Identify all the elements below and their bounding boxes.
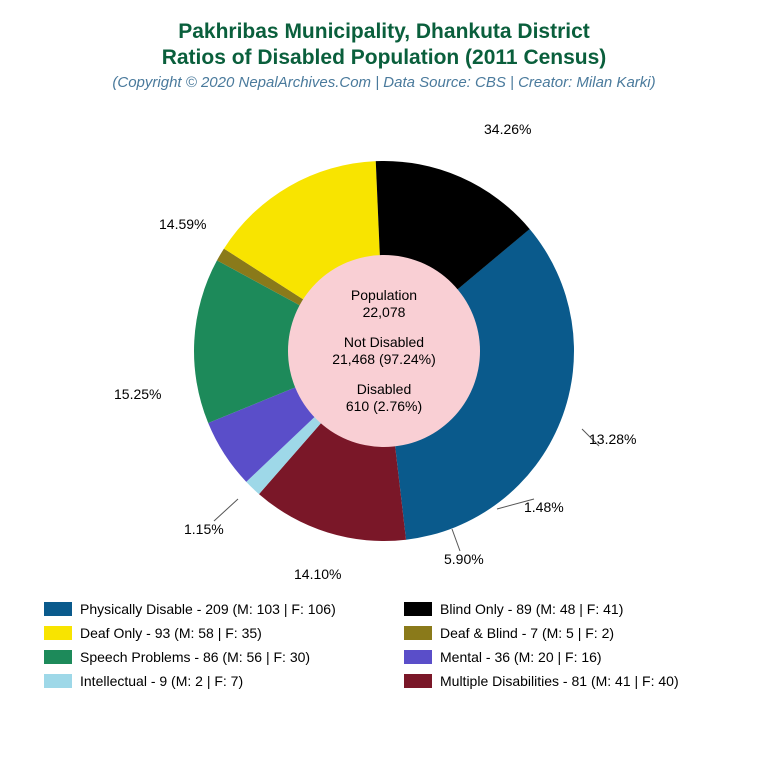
legend-label: Deaf & Blind - 7 (M: 5 | F: 2) — [440, 625, 614, 641]
legend-label: Mental - 36 (M: 20 | F: 16) — [440, 649, 602, 665]
pct-label: 14.10% — [294, 566, 341, 582]
population-label: Population — [351, 287, 417, 305]
legend-swatch — [44, 674, 72, 688]
disabled-value: 610 (2.76%) — [346, 398, 422, 416]
legend-item: Physically Disable - 209 (M: 103 | F: 10… — [44, 601, 364, 617]
legend-item: Deaf Only - 93 (M: 58 | F: 35) — [44, 625, 364, 641]
pct-label: 13.28% — [589, 431, 636, 447]
legend-swatch — [404, 626, 432, 640]
legend-item: Speech Problems - 86 (M: 56 | F: 30) — [44, 649, 364, 665]
legend-label: Multiple Disabilities - 81 (M: 41 | F: 4… — [440, 673, 679, 689]
legend-swatch — [44, 602, 72, 616]
legend-label: Speech Problems - 86 (M: 56 | F: 30) — [80, 649, 310, 665]
not-disabled-label: Not Disabled — [332, 334, 436, 352]
legend: Physically Disable - 209 (M: 103 | F: 10… — [44, 601, 724, 689]
pct-label: 14.59% — [159, 216, 206, 232]
legend-swatch — [44, 626, 72, 640]
legend-label: Blind Only - 89 (M: 48 | F: 41) — [440, 601, 623, 617]
population-value: 22,078 — [351, 304, 417, 322]
subtitle: (Copyright © 2020 NepalArchives.Com | Da… — [112, 74, 655, 91]
title-line1: Pakhribas Municipality, Dhankuta Distric… — [178, 20, 590, 44]
legend-swatch — [44, 650, 72, 664]
center-summary: Population 22,078 Not Disabled 21,468 (9… — [288, 255, 480, 447]
legend-label: Physically Disable - 209 (M: 103 | F: 10… — [80, 601, 336, 617]
title-line2: Ratios of Disabled Population (2011 Cens… — [162, 46, 607, 70]
pct-label: 1.48% — [524, 499, 564, 515]
legend-swatch — [404, 650, 432, 664]
pct-label: 15.25% — [114, 386, 161, 402]
legend-swatch — [404, 674, 432, 688]
legend-swatch — [404, 602, 432, 616]
legend-label: Deaf Only - 93 (M: 58 | F: 35) — [80, 625, 262, 641]
legend-item: Multiple Disabilities - 81 (M: 41 | F: 4… — [404, 673, 724, 689]
pct-label: 1.15% — [184, 521, 224, 537]
legend-item: Blind Only - 89 (M: 48 | F: 41) — [404, 601, 724, 617]
donut-chart: Population 22,078 Not Disabled 21,468 (9… — [104, 111, 664, 591]
legend-item: Mental - 36 (M: 20 | F: 16) — [404, 649, 724, 665]
disabled-label: Disabled — [346, 381, 422, 399]
legend-item: Intellectual - 9 (M: 2 | F: 7) — [44, 673, 364, 689]
legend-label: Intellectual - 9 (M: 2 | F: 7) — [80, 673, 243, 689]
not-disabled-value: 21,468 (97.24%) — [332, 351, 436, 369]
pct-label: 5.90% — [444, 551, 484, 567]
pct-label: 34.26% — [484, 121, 531, 137]
legend-item: Deaf & Blind - 7 (M: 5 | F: 2) — [404, 625, 724, 641]
